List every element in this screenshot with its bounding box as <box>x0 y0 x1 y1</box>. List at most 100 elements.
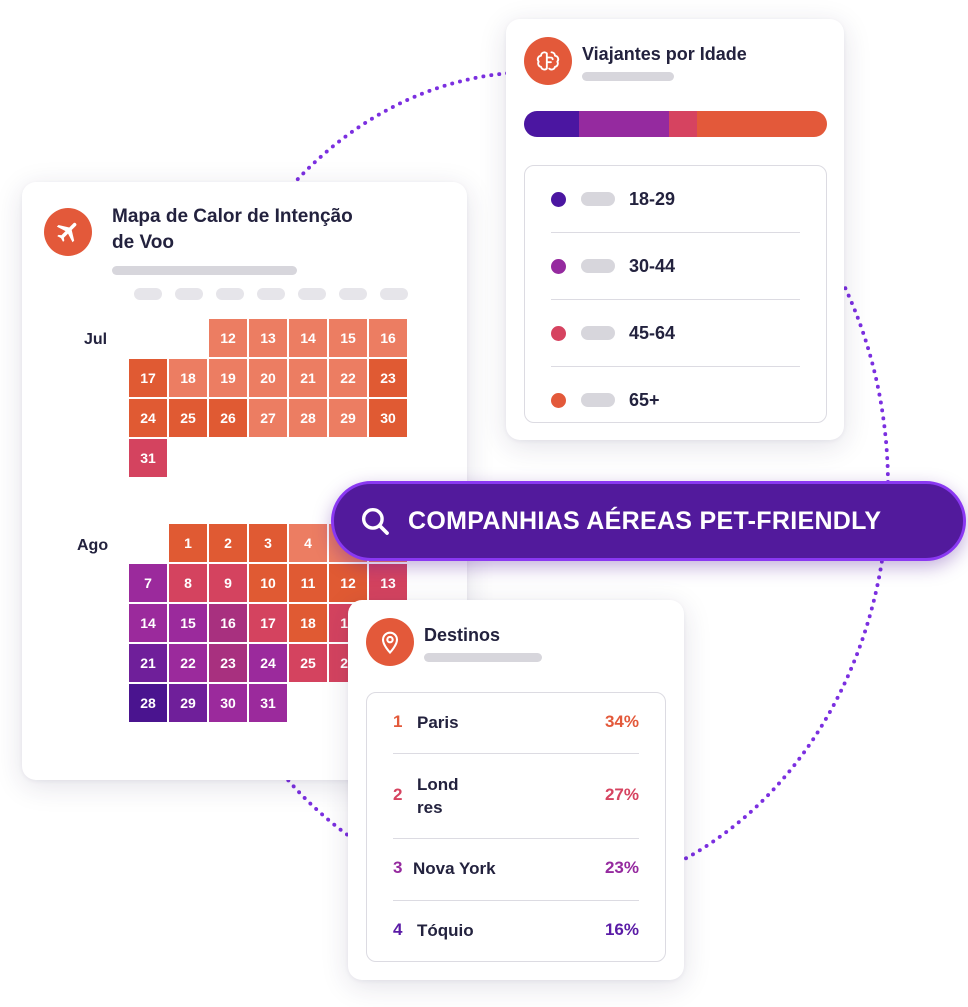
destination-percentage: 23% <box>604 858 639 877</box>
heatmap-title-line1: Mapa de Calor de Intenção <box>112 206 353 227</box>
search-icon <box>361 507 389 535</box>
age-subtitle-placeholder <box>582 72 674 81</box>
destination-city-line1: Nova York <box>413 859 496 878</box>
heatmap-day-cell: 23 <box>369 359 407 397</box>
destination-city-line2: res <box>417 797 443 817</box>
destinations-subtitle-placeholder <box>424 653 542 662</box>
heatmap-day-cell: 18 <box>169 359 207 397</box>
heatmap-day-cell: 31 <box>249 684 287 722</box>
destination-percentage: 16% <box>604 920 639 939</box>
destination-divider <box>393 753 639 754</box>
legend-dot <box>551 325 566 341</box>
age-card-title: Viajantes por Idade <box>582 44 747 64</box>
heatmap-day-cell: 14 <box>289 319 327 357</box>
destination-divider <box>393 900 639 901</box>
heatmap-day-cell: 25 <box>169 399 207 437</box>
destination-rank: 2 <box>393 784 403 804</box>
legend-value-placeholder <box>581 326 615 340</box>
age-stacked-bar <box>524 111 827 137</box>
destinations-list: 1 Paris 34% 2 Lond res 27% 3 Nova York 23% 4 Tóquio… <box>366 692 666 962</box>
destination-rank: 1 <box>393 712 403 731</box>
weekday-placeholder <box>175 288 203 300</box>
brain-icon <box>536 51 560 71</box>
destination-city: Nova York <box>413 857 496 880</box>
heatmap-subtitle-placeholder <box>112 266 297 275</box>
heatmap-day-cell: 28 <box>289 399 327 437</box>
travelers-by-age-card: Viajantes por Idade 18-29 30-44 45-64 65+ <box>506 19 844 440</box>
search-query-text: COMPANHIAS AÉREAS PET-FRIENDLY <box>408 506 882 535</box>
destination-city-line1: Lond <box>417 774 459 794</box>
age-bar-segment <box>578 111 670 137</box>
heatmap-day-cell: 31 <box>129 439 167 477</box>
age-legend-item: 30-44 <box>525 233 826 299</box>
heatmap-day-cell: 25 <box>289 644 327 682</box>
age-legend-item: 65+ <box>525 367 826 433</box>
legend-dot <box>551 392 566 408</box>
legend-divider <box>551 232 800 233</box>
airplane-icon-badge <box>44 208 92 256</box>
legend-dot <box>551 191 566 207</box>
heatmap-day-cell: 11 <box>289 564 327 602</box>
destination-row: 3 Nova York 23% <box>367 838 665 900</box>
destination-city-line1: Paris <box>417 713 459 732</box>
heatmap-day-cell: 2 <box>209 524 247 562</box>
heatmap-day-cell: 20 <box>249 359 287 397</box>
legend-label: 65+ <box>629 389 660 410</box>
legend-label: 18-29 <box>629 188 676 209</box>
month-label-jul: Jul <box>84 331 108 348</box>
heatmap-day-cell: 10 <box>249 564 287 602</box>
heatmap-day-cell: 14 <box>129 604 167 642</box>
heatmap-day-cell: 23 <box>209 644 247 682</box>
heatmap-day-cell: 27 <box>249 399 287 437</box>
heatmap-day-cell: 30 <box>369 399 407 437</box>
legend-label: 30-44 <box>629 255 676 276</box>
heatmap-day-cell: 19 <box>209 359 247 397</box>
destination-percentage: 27% <box>604 784 639 804</box>
heatmap-day-cell: 28 <box>129 684 167 722</box>
destinations-title: Destinos <box>424 625 501 645</box>
heatmap-day-cell: 21 <box>129 644 167 682</box>
legend-value-placeholder <box>581 192 615 206</box>
heatmap-day-cell: 4 <box>289 524 327 562</box>
age-legend-box: 18-29 30-44 45-64 65+ <box>524 165 827 423</box>
weekday-placeholder <box>339 288 367 300</box>
heatmap-day-cell: 26 <box>209 399 247 437</box>
weekday-header-placeholders <box>134 288 408 300</box>
destination-percentage: 34% <box>604 712 639 731</box>
heatmap-day-cell: 22 <box>329 359 367 397</box>
heatmap-day-cell: 13 <box>249 319 287 357</box>
heatmap-day-cell: 12 <box>329 564 367 602</box>
age-legend-item: 45-64 <box>525 300 826 366</box>
age-legend-item: 18-29 <box>525 166 826 232</box>
heatmap-day-cell: 16 <box>369 319 407 357</box>
heatmap-day-cell: 12 <box>209 319 247 357</box>
destination-city-line1: Tóquio <box>417 921 474 940</box>
weekday-placeholder <box>134 288 162 300</box>
destination-city: Lond res <box>417 773 459 819</box>
location-pin-icon-badge <box>366 618 414 666</box>
brain-icon-badge <box>524 37 572 85</box>
destinations-card: Destinos 1 Paris 34% 2 Lond res 27% 3 Nova York 2… <box>348 600 684 980</box>
destination-row: 2 Lond res 27% <box>367 753 665 838</box>
location-pin-icon <box>381 631 399 655</box>
weekday-placeholder <box>216 288 244 300</box>
heatmap-day-cell: 21 <box>289 359 327 397</box>
weekday-placeholder <box>380 288 408 300</box>
month-label-ago: Ago <box>77 537 109 554</box>
search-bar[interactable]: COMPANHIAS AÉREAS PET-FRIENDLY <box>331 481 966 561</box>
airplane-icon <box>56 222 77 243</box>
heatmap-day-cell: 29 <box>329 399 367 437</box>
age-bar-segment <box>696 111 827 137</box>
heatmap-day-cell: 24 <box>249 644 287 682</box>
destination-rank: 3 <box>393 858 403 877</box>
heatmap-day-cell: 22 <box>169 644 207 682</box>
weekday-placeholder <box>298 288 326 300</box>
legend-label: 45-64 <box>629 322 676 343</box>
heatmap-day-cell: 18 <box>289 604 327 642</box>
legend-divider <box>551 366 800 367</box>
heatmap-day-cell: 24 <box>129 399 167 437</box>
weekday-placeholder <box>257 288 285 300</box>
age-bar-segment <box>669 111 697 137</box>
heatmap-day-cell: 1 <box>169 524 207 562</box>
legend-value-placeholder <box>581 259 615 273</box>
